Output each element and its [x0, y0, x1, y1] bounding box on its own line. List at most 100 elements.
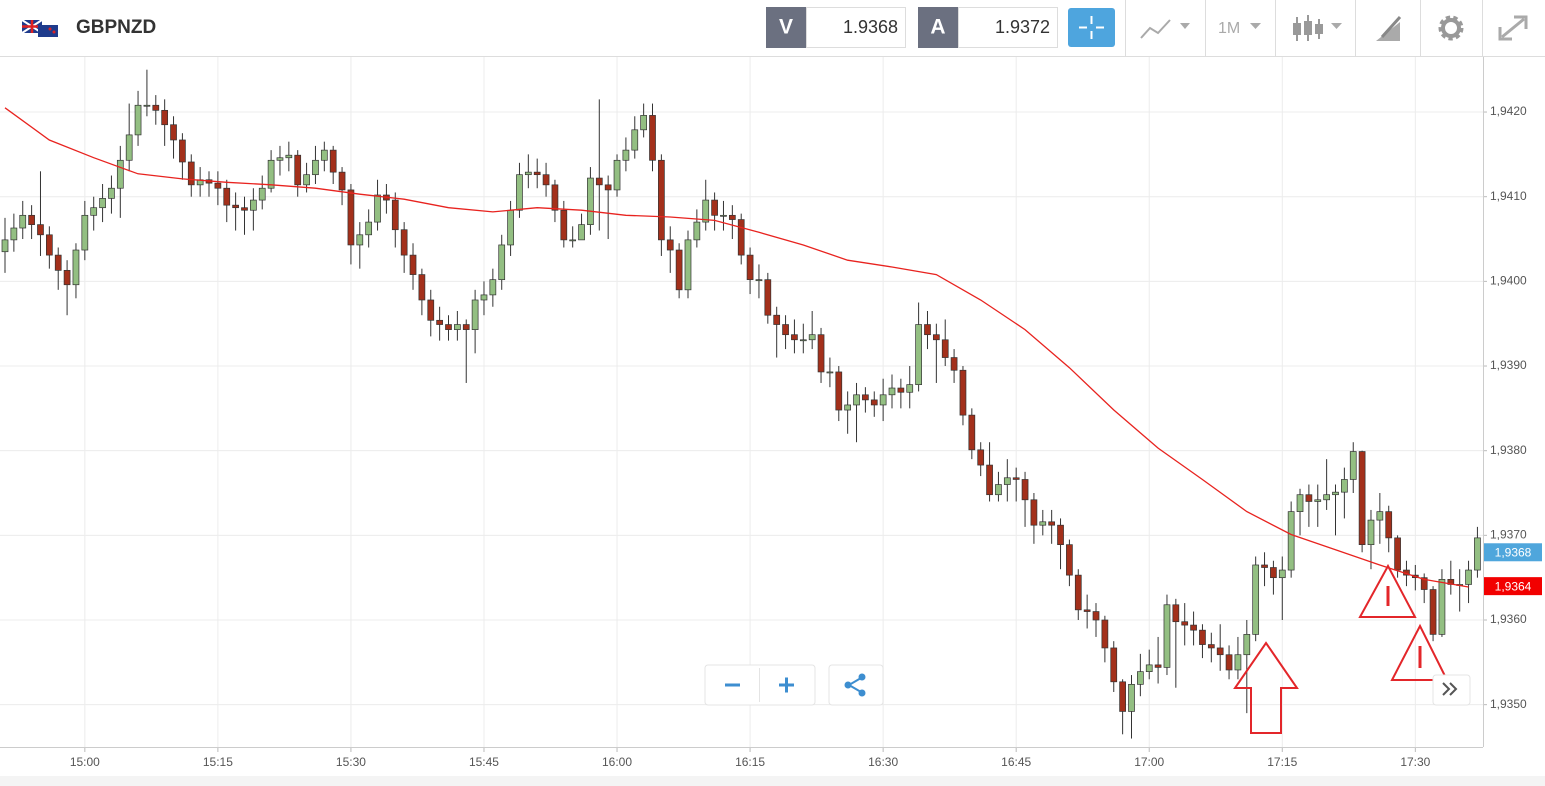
buy-button[interactable]: A 1.9372 — [918, 7, 1058, 48]
candle-body — [1332, 491, 1339, 496]
flag-nz — [38, 25, 58, 37]
candle-body — [1341, 479, 1348, 493]
separators — [1125, 0, 1483, 56]
fullscreen-button[interactable] — [1498, 15, 1528, 41]
candle-body — [587, 177, 594, 225]
x-tick-label: 16:45 — [1001, 755, 1031, 769]
candle-body — [1438, 579, 1446, 635]
candle-body — [879, 394, 887, 406]
candle-body — [223, 187, 231, 206]
candle-body — [391, 199, 399, 231]
sell-label-box — [766, 7, 806, 48]
candle-body — [303, 174, 310, 186]
candle-body — [888, 387, 896, 396]
candle-body — [90, 207, 98, 216]
candle-body — [400, 229, 408, 256]
candle-body — [143, 104, 151, 107]
candle-body — [1314, 499, 1322, 502]
candle-body — [427, 299, 435, 321]
chart-type-button[interactable] — [1140, 19, 1190, 39]
candle-body — [702, 199, 710, 223]
candle-body — [232, 204, 239, 209]
candle-body — [1199, 629, 1206, 645]
candle-body — [959, 369, 967, 416]
candle-body — [1092, 611, 1100, 621]
y-tick-label: 1,9380 — [1490, 443, 1527, 457]
sell-price-box — [806, 7, 906, 48]
crosshair-button[interactable] — [1068, 8, 1115, 47]
candle-body — [81, 214, 89, 251]
candle-body — [1225, 654, 1233, 671]
candle-body — [37, 224, 44, 236]
sell-label: V — [779, 16, 793, 39]
candle-body — [1323, 494, 1330, 501]
pencil-icon — [1380, 15, 1402, 39]
candle-body — [285, 154, 293, 159]
candle-body — [1207, 644, 1215, 649]
x-tick-label: 15:00 — [70, 755, 100, 769]
timeframe-button[interactable]: 1M — [1218, 20, 1261, 37]
chart: 1,9350 1,9360 1,9370 1,9380 1,9390 1,9400 1,94… — [0, 57, 1542, 769]
price-tag — [1484, 543, 1542, 562]
share-button[interactable] — [828, 664, 884, 706]
candle-body — [1039, 521, 1047, 526]
candle-icon — [1304, 21, 1312, 35]
candle-body — [968, 414, 976, 451]
x-tick-label: 15:30 — [336, 755, 366, 769]
x-tick-label: 17:30 — [1400, 755, 1430, 769]
candle-body — [1385, 511, 1393, 539]
candle-body — [1465, 569, 1472, 585]
candle-body — [613, 159, 621, 191]
candle-body — [569, 239, 577, 242]
candle-body — [1074, 574, 1082, 611]
scroll-end-button[interactable] — [1432, 674, 1471, 706]
up-arrow — [1233, 641, 1299, 734]
candle-body — [1057, 524, 1064, 546]
sell-price: 1.9368 — [843, 17, 898, 37]
candle-style-button[interactable] — [1293, 15, 1342, 41]
candle-body — [170, 124, 177, 141]
candle-body — [1110, 647, 1118, 683]
candle-body — [436, 319, 443, 325]
warning-triangle — [1358, 563, 1417, 618]
candle-body — [276, 157, 284, 161]
caret — [1331, 23, 1342, 29]
candle-body — [187, 161, 195, 186]
y-tick-label: 1,9400 — [1490, 274, 1527, 288]
candle-body — [1003, 477, 1011, 485]
candle-body — [595, 177, 603, 186]
x-tick-label: 16:15 — [735, 755, 765, 769]
candle-body — [1021, 479, 1029, 501]
x-tick-label: 17:15 — [1267, 755, 1297, 769]
candle-body — [250, 199, 257, 211]
candle-body — [489, 279, 497, 296]
candle-body — [844, 404, 852, 411]
candle-body — [675, 249, 683, 291]
drawing-button[interactable] — [1376, 15, 1402, 41]
scroll-end-panel — [1432, 674, 1471, 706]
candle-body — [524, 171, 532, 176]
candle-body — [1349, 451, 1357, 480]
x-tick-label: 16:00 — [602, 755, 632, 769]
candle-body — [1119, 681, 1126, 712]
flag — [21, 19, 58, 37]
candle-body — [374, 194, 381, 223]
zoom-in-button[interactable] — [779, 677, 794, 693]
candle-body — [1216, 647, 1224, 656]
candle-body — [1012, 477, 1020, 480]
candle-body — [932, 334, 940, 341]
candle-body — [1083, 609, 1091, 612]
settings-button[interactable] — [1438, 15, 1464, 41]
candle-body — [542, 174, 550, 186]
candle-body — [1030, 499, 1038, 526]
share-dot — [844, 681, 852, 689]
candle-body — [214, 182, 222, 189]
candle-body — [1474, 537, 1481, 571]
sell-button[interactable]: V 1.9368 — [766, 7, 906, 48]
candle-body — [152, 104, 160, 111]
candle-body — [835, 371, 843, 411]
price-tag-label: 1,9364 — [1495, 579, 1532, 593]
x-tick-label: 15:45 — [469, 755, 499, 769]
candle-body — [1, 239, 9, 253]
candle-body — [1278, 569, 1286, 579]
